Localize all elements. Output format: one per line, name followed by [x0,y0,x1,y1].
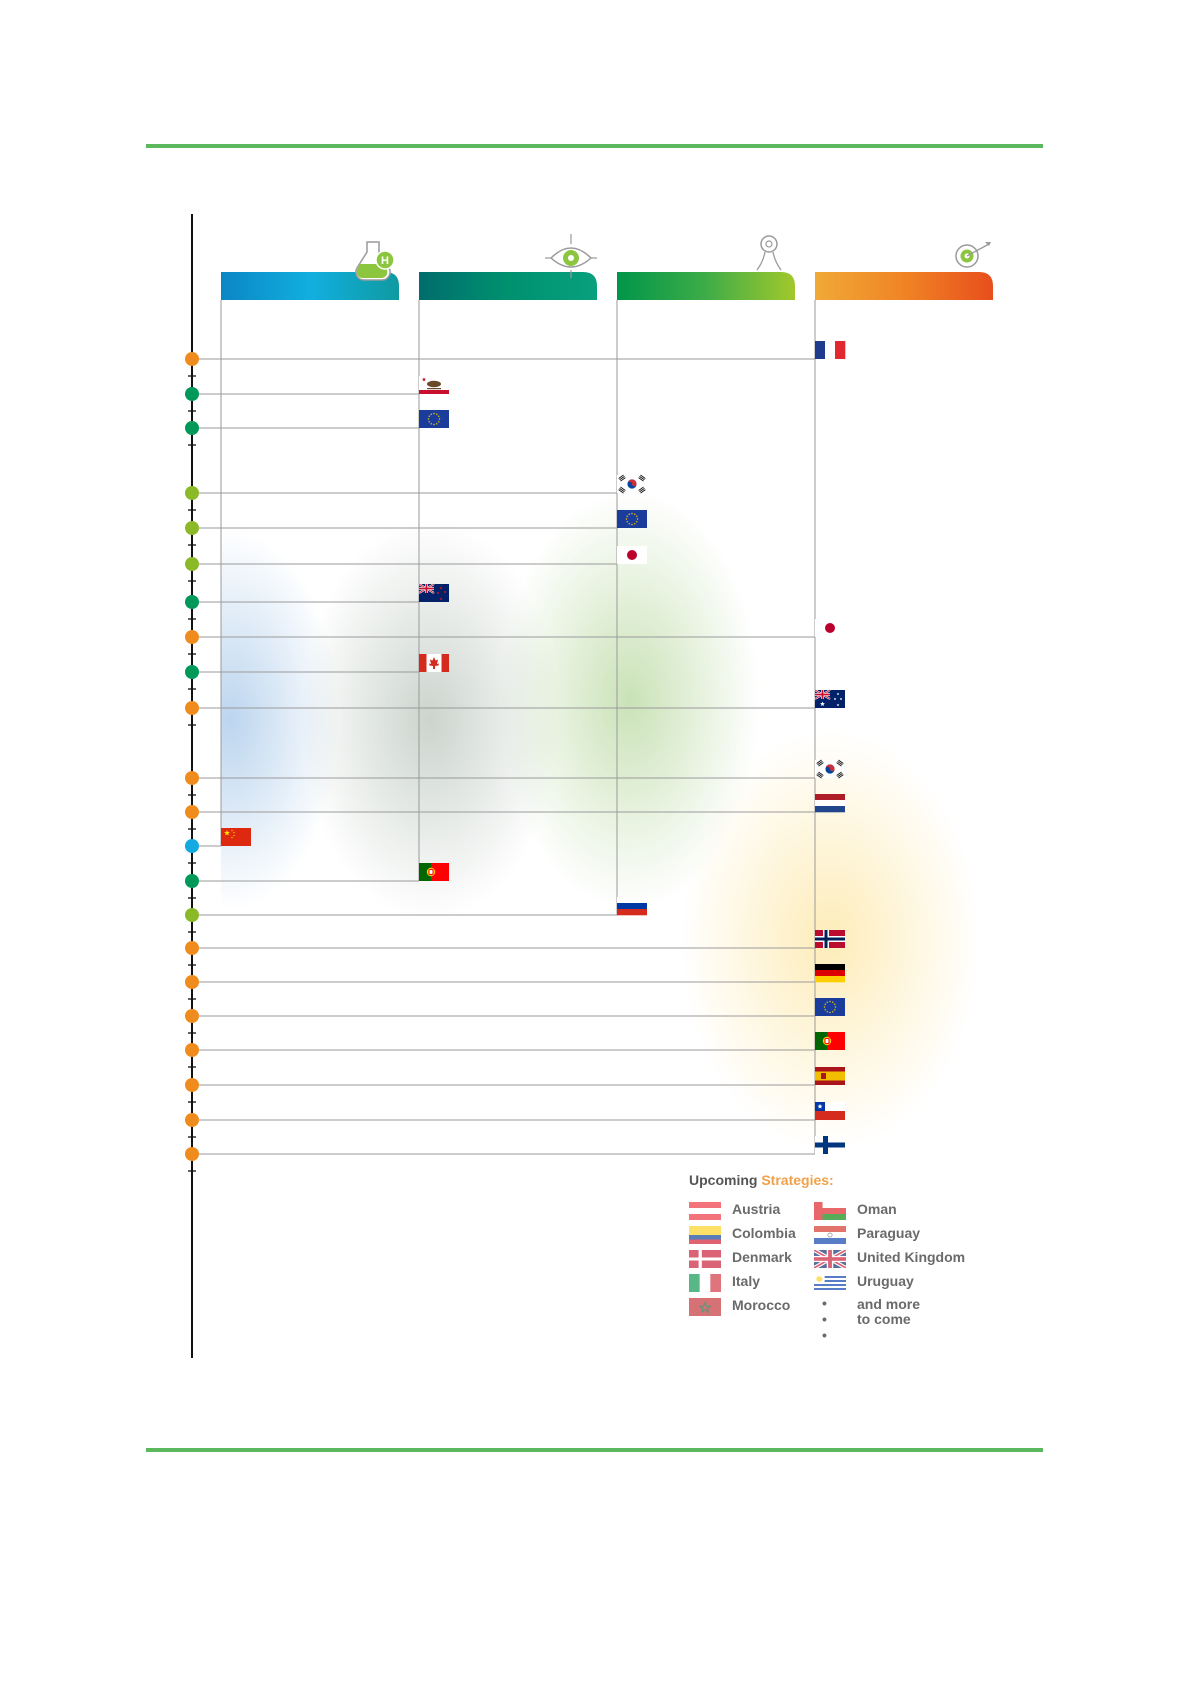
flag-eu-icon [617,510,647,528]
flag-united-kingdom-shape [814,1250,846,1268]
header-bar-roadmap [617,272,795,300]
legend-item-label: Austria [732,1201,781,1217]
flag-portugal-icon [815,1032,845,1050]
flag-germany-icon [815,964,845,983]
timeline-dot-lime [185,521,199,535]
flag-austria-icon [689,1202,721,1220]
flag-paraguay-icon [814,1226,846,1244]
flask-h-icon: H [355,241,395,281]
timeline-dot-teal [185,421,199,435]
legend-more-label: and more to come [857,1296,921,1327]
flag-new-zealand-icon [418,583,449,602]
flag-finland-icon [815,1136,845,1154]
flag-netherlands-icon [815,794,845,813]
flag-italy-shape [689,1274,721,1292]
flag-australia-icon [814,689,845,708]
timeline-dot-orange [185,1147,199,1161]
legend-item-label: Oman [857,1201,897,1217]
header-bar-strategy [815,272,993,300]
top-rule [146,144,1043,148]
timeline-dot-orange [185,975,199,989]
flag-italy-icon [689,1274,721,1292]
bottom-rule [146,1448,1043,1452]
flag-colombia-shape [689,1226,721,1244]
legend-item-label: United Kingdom [857,1249,966,1265]
timeline-dot-teal [185,874,199,888]
legend-item-label: Denmark [732,1249,792,1265]
upcoming-legend: Upcoming Strategies: Austria Colombia Denm… [689,1172,989,1342]
timeline-dot-orange [185,941,199,955]
target-icon [955,242,991,268]
flag-uruguay-icon [814,1274,846,1292]
eye-icon [545,234,597,278]
flag-china-icon [221,828,251,846]
flag-chile-icon [815,1102,845,1120]
timeline-diagram: H [185,214,993,1358]
timeline-dot-lime [185,557,199,571]
timeline-dot-orange [185,1078,199,1092]
legend-title: Upcoming Strategies: [689,1172,834,1188]
flag-california-icon [419,376,449,394]
flag-korea-icon [617,474,647,494]
legend-item-label: Italy [732,1273,761,1289]
flag-france-icon [815,341,846,359]
flag-canada-icon [419,654,449,672]
legend-item-label: Colombia [732,1225,796,1241]
flag-norway-icon [815,930,845,948]
flag-paraguay-shape [814,1226,846,1244]
column-glow [500,490,760,910]
flag-austria-shape [689,1202,721,1220]
flag-eu-icon [419,410,449,428]
flag-eu-icon [815,998,845,1016]
flag-spain-icon [815,1067,845,1085]
flag-russia-icon [617,897,647,916]
flag-japan-icon [617,546,647,564]
timeline-dot-orange [185,1113,199,1127]
flag-morocco-shape [689,1298,721,1316]
column-glow [300,520,560,920]
flag-japan-icon [815,619,845,637]
timeline-dot-orange [185,1009,199,1023]
svg-text:H: H [381,255,389,267]
flag-morocco-icon [689,1298,721,1316]
timeline-dot-orange [185,771,199,785]
timeline-dot-orange [185,805,199,819]
flag-oman-shape [814,1202,846,1220]
legend-item-label: Paraguay [857,1225,921,1241]
flag-denmark-icon [689,1250,721,1268]
flag-portugal-icon [419,863,449,881]
flag-uruguay-shape [814,1274,846,1292]
timeline-dot-lime [185,908,199,922]
flag-denmark-shape [689,1250,721,1268]
timeline-dot-blue [185,839,199,853]
header-bar-research [221,272,399,300]
timeline-dot-orange [185,1043,199,1057]
legend-item-label: Uruguay [857,1273,914,1289]
flag-united-kingdom-icon [814,1250,846,1268]
road-pin-icon [756,235,782,271]
more-dots-icon: • • • [822,1295,828,1343]
legend-item-label: Morocco [732,1297,791,1313]
timeline-dot-teal [185,387,199,401]
flag-oman-icon [814,1202,846,1220]
timeline-dot-orange [185,701,199,715]
flag-colombia-icon [689,1226,721,1244]
header-bar-vision [419,272,597,300]
timeline-dot-teal [185,595,199,609]
flag-korea-icon [815,759,845,779]
timeline-dot-orange [185,630,199,644]
timeline-dot-teal [185,665,199,679]
column-glow [221,530,340,910]
timeline-dot-orange [185,352,199,366]
timeline-dot-lime [185,486,199,500]
